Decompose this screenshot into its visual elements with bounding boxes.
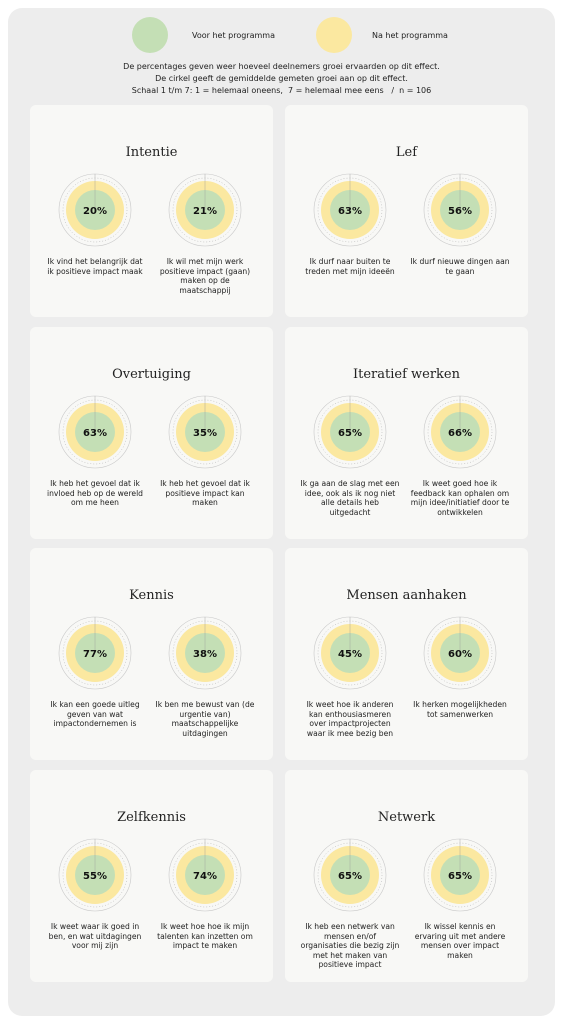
percentage: 55%	[83, 871, 107, 882]
item-description: Ik weet hoe ik anderen kan enthousiasmer…	[306, 700, 394, 738]
percentage: 38%	[193, 649, 217, 660]
circle-graphic: 20%	[58, 173, 132, 247]
percentage: 63%	[338, 206, 362, 217]
panel-title: Iteratief werken	[352, 367, 460, 382]
circle-graphic: 66%	[423, 395, 497, 469]
item-description: Ik weet hoe hoe ik mijn talenten kan inz…	[157, 922, 253, 951]
circle-graphic: 77%	[58, 616, 132, 690]
item-description: Ik wil met mijn werk positieve impact (g…	[159, 257, 251, 295]
panel-title: Overtuiging	[112, 367, 191, 382]
circle-graphic: 63%	[313, 173, 387, 247]
subtitle: Schaal 1 t/m 7: 1 = helemaal oneens, 7 =…	[131, 86, 432, 95]
panel-title: Mensen aanhaken	[346, 588, 467, 603]
panel-title: Zelfkennis	[117, 810, 186, 825]
percentage: 21%	[193, 206, 217, 217]
circle-graphic: 60%	[423, 616, 497, 690]
panel: Lef 63% Ik durf naar buiten te treden met …	[285, 105, 528, 317]
item-description: Ik heb een netwerk van mensen en/of orga…	[300, 922, 400, 970]
legend-label: Voor het programma	[192, 31, 275, 40]
circle-graphic: 38%	[168, 616, 242, 690]
percentage: 56%	[448, 206, 472, 217]
legend-swatch	[132, 17, 168, 53]
panel-title: Kennis	[129, 588, 174, 603]
panel-title: Lef	[395, 145, 418, 160]
panel: Mensen aanhaken 45% Ik weet hoe ik anderen…	[285, 548, 528, 760]
subtitle: De cirkel geeft de gemiddelde gemeten gr…	[155, 74, 408, 83]
percentage: 45%	[338, 649, 362, 660]
panel: Kennis 77% Ik kan een goede uitleg geven v…	[30, 548, 273, 760]
circle-graphic: 65%	[423, 838, 497, 912]
circle-graphic: 35%	[168, 395, 242, 469]
legend-swatch	[316, 17, 352, 53]
item-description: Ik durf nieuwe dingen aan te gaan	[410, 257, 510, 276]
percentage: 35%	[193, 428, 217, 439]
percentage: 65%	[338, 871, 362, 882]
percentage: 20%	[83, 206, 107, 217]
legend-label: Na het programma	[372, 31, 448, 40]
panel-title: Netwerk	[377, 810, 436, 825]
item-description: Ik herken mogelijkheden tot samenwerken	[413, 700, 507, 719]
circle-graphic: 65%	[313, 838, 387, 912]
percentage: 63%	[83, 428, 107, 439]
item-description: Ik ga aan de slag met een idee, ook als …	[300, 479, 400, 517]
circle-graphic: 63%	[58, 395, 132, 469]
percentage: 60%	[448, 649, 472, 660]
panel: Netwerk 65% Ik heb een netwerk van mensen …	[285, 770, 528, 982]
percentage: 65%	[338, 428, 362, 439]
item-description: Ik kan een goede uitleg geven van wat im…	[50, 700, 140, 729]
item-description: Ik heb het gevoel dat ik invloed heb op …	[46, 479, 144, 508]
circle-graphic: 55%	[58, 838, 132, 912]
panel: Intentie 20% Ik vind het belangrijk dat ik…	[30, 105, 273, 317]
item-description: Ik durf naar buiten te treden met mijn i…	[305, 257, 395, 276]
item-description: Ik weet goed hoe ik feedback kan ophalen…	[410, 479, 510, 517]
circle-graphic: 45%	[313, 616, 387, 690]
subtitle: De percentages geven weer hoeveel deelne…	[123, 62, 440, 71]
percentage: 74%	[193, 871, 217, 882]
percentage: 66%	[448, 428, 472, 439]
panel: Zelfkennis 55% Ik weet waar ik goed in ben…	[30, 770, 273, 982]
item-description: Ik ben me bewust van (de urgentie van) m…	[155, 700, 255, 738]
item-description: Ik wissel kennis en ervaring uit met and…	[414, 922, 506, 960]
panel: Overtuiging 63% Ik heb het gevoel dat ik i…	[30, 327, 273, 539]
item-description: Ik heb het gevoel dat ik positieve impac…	[160, 479, 250, 508]
circle-graphic: 74%	[168, 838, 242, 912]
percentage: 77%	[83, 649, 107, 660]
circle-graphic: 65%	[313, 395, 387, 469]
circle-graphic: 21%	[168, 173, 242, 247]
percentage: 65%	[448, 871, 472, 882]
item-description: Ik vind het belangrijk dat ik positieve …	[47, 257, 143, 276]
panel-title: Intentie	[125, 145, 178, 160]
item-description: Ik weet waar ik goed in ben, en wat uitd…	[48, 922, 142, 951]
panel: Iteratief werken 65% Ik ga aan de slag met…	[285, 327, 528, 539]
circle-graphic: 56%	[423, 173, 497, 247]
